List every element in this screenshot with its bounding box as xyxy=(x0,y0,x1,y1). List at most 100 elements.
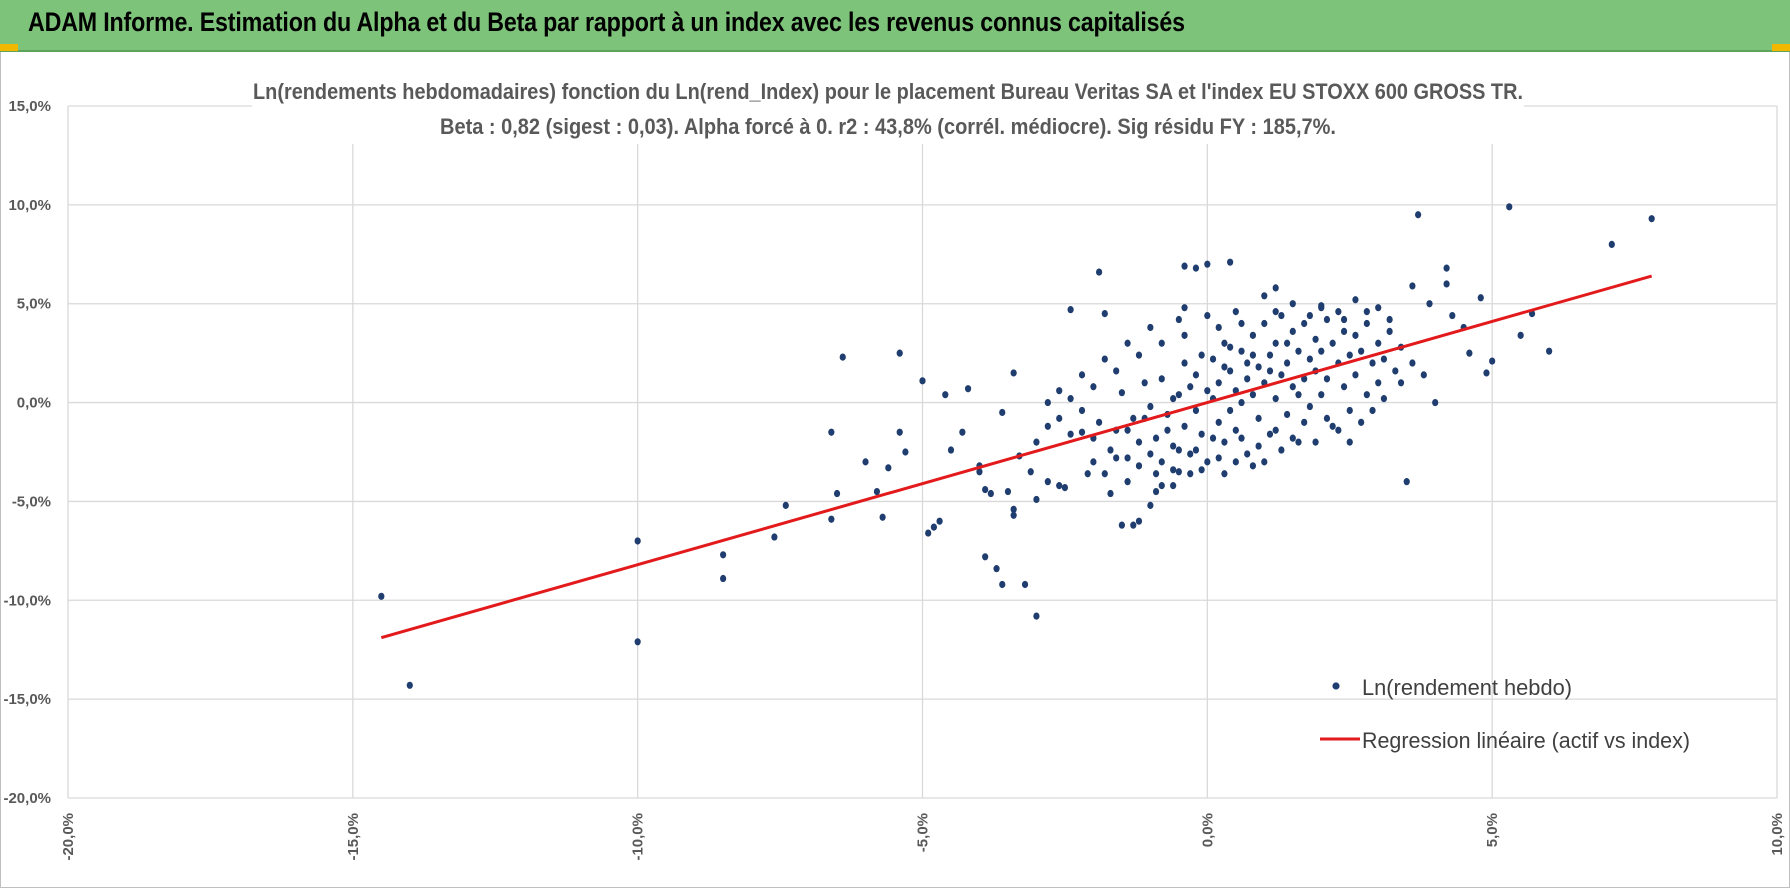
scatter-point xyxy=(1266,367,1274,375)
scatter-point xyxy=(1249,331,1257,339)
scatter-point xyxy=(634,537,641,545)
scatter-point xyxy=(1386,315,1393,324)
scatter-point xyxy=(1403,478,1410,486)
scatter-point xyxy=(1266,430,1274,438)
scatter-point xyxy=(1352,331,1359,339)
scatter-point xyxy=(1318,391,1325,399)
scatter-point xyxy=(1221,363,1228,371)
scatter-point xyxy=(1238,319,1245,328)
scatter-point xyxy=(1244,359,1251,367)
y-tick-label: -5,0% xyxy=(12,493,51,510)
scatter-point xyxy=(1033,612,1040,620)
corner-marker-top-right xyxy=(1772,44,1790,51)
scatter-point xyxy=(1244,375,1251,383)
scatter-point xyxy=(1363,308,1370,316)
scatter-point xyxy=(1392,367,1399,375)
chart-title: Ln(rendements hebdomadaires) fonction du… xyxy=(253,79,1523,104)
scatter-point xyxy=(942,391,949,399)
x-tick-label: 0,0% xyxy=(1199,813,1216,847)
x-tick-label: 10,0% xyxy=(1769,813,1786,856)
scatter-point xyxy=(1312,335,1319,343)
scatter-point xyxy=(1192,264,1200,272)
scatter-point xyxy=(1221,470,1228,478)
scatter-point xyxy=(1323,315,1331,324)
scatter-point xyxy=(1312,438,1319,446)
chart-subtitle: Beta : 0,82 (sigest : 0,03). Alpha forcé… xyxy=(440,114,1336,139)
scatter-point xyxy=(1067,430,1074,438)
scatter-point xyxy=(1152,434,1160,442)
scatter-point xyxy=(1192,446,1200,454)
scatter-point xyxy=(1238,347,1245,355)
scatter-point xyxy=(1187,383,1194,391)
chart-titles: Ln(rendements hebdomadaires) fonction du… xyxy=(252,74,1524,144)
scatter-point xyxy=(1420,371,1427,379)
scatter-point xyxy=(1289,327,1296,335)
scatter-point xyxy=(1164,426,1171,434)
scatter-point xyxy=(993,565,1000,573)
scatter-point xyxy=(1198,430,1205,438)
scatter-point xyxy=(1255,442,1262,450)
scatter-point xyxy=(1352,371,1359,379)
y-tick-label: 0,0% xyxy=(17,395,51,412)
scatter-point xyxy=(1352,296,1359,304)
scatter-point xyxy=(1340,383,1348,391)
scatter-point xyxy=(1101,310,1108,318)
x-tick-label: -20,0% xyxy=(60,813,77,861)
scatter-point xyxy=(1187,450,1194,458)
scatter-point xyxy=(999,580,1006,589)
scatter-point xyxy=(1033,438,1040,446)
scatter-point xyxy=(1147,323,1154,332)
scatter-point xyxy=(1249,462,1257,470)
y-tick-label: -10,0% xyxy=(3,592,51,609)
scatter-point xyxy=(1255,363,1262,371)
scatter-point xyxy=(1209,355,1217,363)
scatter-point xyxy=(1329,422,1336,430)
scatter-point xyxy=(1369,406,1376,415)
scatter-point xyxy=(1056,387,1063,395)
scatter-point xyxy=(1209,434,1217,442)
scatter-point xyxy=(1044,478,1051,486)
scatter-point xyxy=(1318,304,1325,312)
scatter-point xyxy=(1135,517,1143,525)
scatter-point xyxy=(1141,379,1148,387)
scatter-point xyxy=(1010,505,1017,513)
scatter-point xyxy=(1375,339,1382,347)
scatter-point xyxy=(1078,406,1086,415)
scatter-point xyxy=(1204,387,1211,395)
scatter-point xyxy=(1255,414,1262,422)
scatter-point xyxy=(1363,319,1370,328)
scatter-point xyxy=(1135,438,1143,446)
scatter-point xyxy=(1272,339,1279,347)
scatter-point xyxy=(1113,367,1120,375)
scatter-point xyxy=(1192,371,1200,379)
scatter-point xyxy=(1238,398,1245,407)
corner-marker-top-left xyxy=(0,44,18,51)
scatter-point xyxy=(1227,406,1234,415)
scatter-point xyxy=(1301,375,1308,383)
regression-line-group xyxy=(380,274,1653,640)
scatter-point xyxy=(1215,379,1222,387)
y-axis-ticks: 15,0% 10,0% 5,0% 0,0% -5,0% -10,0% -15,0% -20,0… xyxy=(3,98,51,807)
scatter-point xyxy=(1358,347,1365,355)
scatter-point xyxy=(1232,458,1239,466)
scatter-point xyxy=(1147,450,1154,458)
y-tick-label: -15,0% xyxy=(3,691,51,708)
scatter-point xyxy=(1221,339,1228,347)
scatter-point xyxy=(1090,383,1097,391)
scatter-point xyxy=(1358,418,1365,426)
scatter-point xyxy=(1124,454,1131,462)
scatter-point xyxy=(1067,306,1074,314)
scatter-point xyxy=(1346,438,1353,446)
scatter-point xyxy=(1335,308,1342,316)
scatter-point xyxy=(1078,371,1086,379)
scatter-point xyxy=(964,385,972,393)
scatter-point xyxy=(1118,521,1125,529)
scatter-points xyxy=(378,203,1655,689)
scatter-point xyxy=(1323,414,1331,422)
scatter-point xyxy=(1175,391,1182,399)
scatter-point xyxy=(1278,311,1285,320)
scatter-point xyxy=(1261,458,1268,466)
scatter-point xyxy=(1118,389,1125,397)
scatter-point xyxy=(1278,371,1285,379)
scatter-point xyxy=(1170,466,1177,474)
